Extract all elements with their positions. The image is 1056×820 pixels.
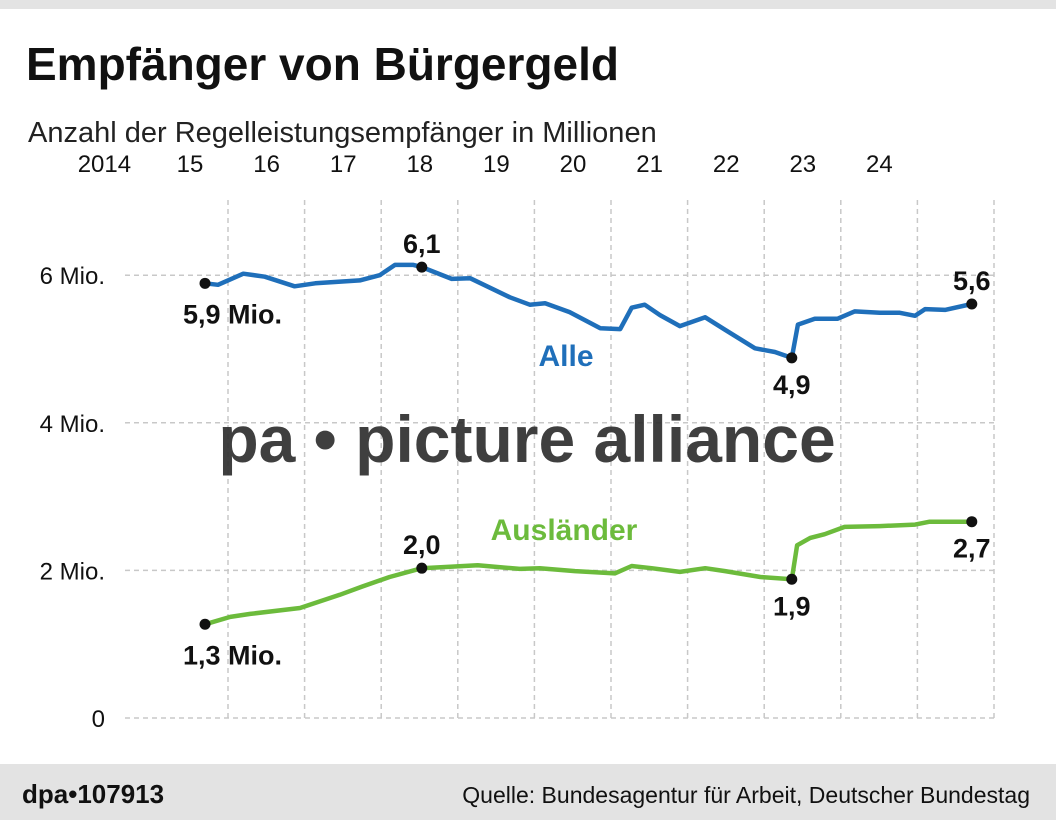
x-tick-label: 2014 — [78, 151, 131, 178]
x-tick-label: 15 — [177, 151, 204, 178]
x-tick-label: 19 — [483, 151, 510, 178]
y-tick-label: 0 — [92, 706, 105, 733]
x-tick-label: 22 — [713, 151, 740, 178]
chart-subtitle: Anzahl der Regelleistungsempfänger in Mi… — [28, 117, 657, 149]
x-tick-label: 20 — [560, 151, 587, 178]
data-point-marker — [199, 618, 211, 630]
data-label: 5,6 — [953, 266, 991, 296]
x-tick-label: 21 — [636, 151, 663, 178]
series-labels: Alle Ausländer — [491, 340, 638, 547]
series-line-auslaender — [202, 519, 975, 627]
y-tick-label: 4 Mio. — [40, 411, 105, 438]
series-line-alle — [202, 262, 975, 361]
x-tick-label: 23 — [789, 151, 816, 178]
data-point-marker — [966, 516, 978, 528]
footer-id: dpa•107913 — [22, 779, 164, 809]
y-tick-label: 6 Mio. — [40, 263, 105, 290]
x-tick-label: 16 — [253, 151, 280, 178]
data-label: 1,9 — [773, 591, 811, 621]
data-label: 6,1 — [403, 229, 441, 259]
data-label: 5,9 Mio. — [183, 299, 282, 329]
y-tick-label: 2 Mio. — [40, 558, 105, 585]
data-point-marker — [416, 562, 428, 574]
data-point-marker — [199, 277, 211, 289]
series-lines — [202, 262, 975, 627]
data-label: 2,0 — [403, 530, 441, 560]
annotations: 5,9 Mio. 6,1 4,9 5,6 1,3 Mio. 2,0 1,9 2,7 — [183, 229, 991, 670]
footer-bar — [0, 764, 1056, 820]
top-bar — [0, 0, 1056, 9]
x-tick-label: 24 — [866, 151, 893, 178]
data-label: 4,9 — [773, 370, 811, 400]
data-point-marker — [786, 352, 798, 364]
data-label: 2,7 — [953, 534, 991, 564]
data-point-marker — [786, 573, 798, 585]
x-tick-label: 18 — [406, 151, 433, 178]
data-label: 1,3 Mio. — [183, 640, 282, 670]
data-point-marker — [416, 261, 428, 273]
data-point-marker — [966, 298, 978, 310]
x-tick-label: 17 — [330, 151, 357, 178]
y-axis: 0 2 Mio. 4 Mio. 6 Mio. — [40, 263, 105, 733]
watermark: pa • picture alliance — [218, 402, 835, 476]
x-axis: 2014 15 16 17 18 19 20 21 22 23 24 — [78, 151, 893, 178]
chart-title: Empfänger von Bürgergeld — [26, 38, 619, 90]
series-label: Alle — [538, 340, 593, 373]
footer-source: Quelle: Bundesagentur für Arbeit, Deutsc… — [462, 782, 1030, 808]
series-label: Ausländer — [491, 514, 638, 547]
